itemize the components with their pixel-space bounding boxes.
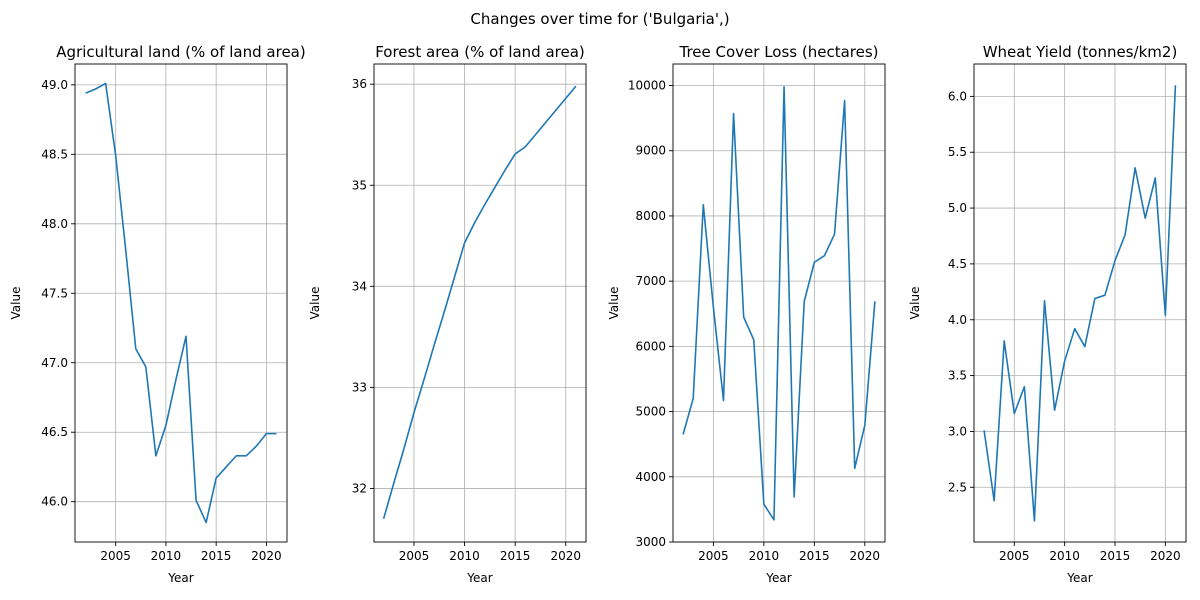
subplot-title: Forest area (% of land area) xyxy=(375,43,585,61)
x-tick-label: 2010 xyxy=(749,549,780,563)
figure-suptitle: Changes over time for ('Bulgaria',) xyxy=(470,10,729,28)
x-tick-label: 2010 xyxy=(151,549,182,563)
subplot-title: Wheat Yield (tonnes/km2) xyxy=(983,43,1178,61)
x-tick-label: 2020 xyxy=(1150,549,1181,563)
y-tick-label: 35 xyxy=(352,178,367,192)
y-tick-label: 3000 xyxy=(635,535,666,549)
y-tick-label: 5.5 xyxy=(948,145,967,159)
y-tick-label: 6000 xyxy=(635,339,666,353)
x-tick-label: 2010 xyxy=(1049,549,1080,563)
y-tick-label: 36 xyxy=(352,77,367,91)
y-tick-label: 4000 xyxy=(635,470,666,484)
y-tick-label: 8000 xyxy=(635,209,666,223)
series-line xyxy=(983,85,1177,522)
y-tick-label: 3.0 xyxy=(948,424,967,438)
y-axis-label: Value xyxy=(308,287,322,320)
subplot-wheat-yield: 2005 2010 2015 2020 2.5 3.0 3.5 4.0 4.5 5.0 5.5 6.0… xyxy=(908,43,1187,585)
x-tick-label: 2020 xyxy=(850,549,881,563)
y-tick-label: 5.0 xyxy=(948,201,967,215)
y-tick-label: 32 xyxy=(352,481,367,495)
x-tick-label: 2015 xyxy=(799,549,830,563)
y-tick-label: 48.5 xyxy=(41,147,68,161)
y-tick-label: 47.0 xyxy=(41,356,68,370)
y-tick-label: 10000 xyxy=(628,79,666,93)
x-tick-label: 2005 xyxy=(698,549,729,563)
y-tick-label: 34 xyxy=(352,279,367,293)
x-tick-label: 2005 xyxy=(399,549,430,563)
series-line xyxy=(382,85,577,519)
y-tick-label: 4.0 xyxy=(948,313,967,327)
series-line xyxy=(85,82,277,524)
y-tick-label: 3.5 xyxy=(948,369,967,383)
x-axis-label: Year xyxy=(1066,571,1092,585)
x-tick-label: 2005 xyxy=(100,549,131,563)
x-tick-label: 2015 xyxy=(201,549,232,563)
y-tick-label: 33 xyxy=(352,380,367,394)
axes-frame xyxy=(973,63,1187,543)
y-tick-label: 2.5 xyxy=(948,480,967,494)
x-axis-label: Year xyxy=(765,571,791,585)
axes-frame xyxy=(373,63,587,543)
y-tick-label: 4.5 xyxy=(948,257,967,271)
y-tick-label: 9000 xyxy=(635,144,666,158)
series-line xyxy=(682,86,876,521)
y-tick-label: 46.0 xyxy=(41,495,68,509)
y-axis-label: Value xyxy=(9,287,23,320)
subplot-agricultural-land: 2005 2010 2015 2020 46.0 46.5 47.0 47.5 48.0 48.5… xyxy=(9,43,306,585)
y-tick-label: 7000 xyxy=(635,274,666,288)
y-axis-label: Value xyxy=(908,287,922,320)
x-tick-label: 2005 xyxy=(999,549,1030,563)
y-tick-label: 6.0 xyxy=(948,89,967,103)
y-tick-label: 49.0 xyxy=(41,78,68,92)
subplot-tree-cover-loss: 2005 2010 2015 2020 3000 4000 5000 6000 7000 8000… xyxy=(607,43,886,585)
y-tick-label: 46.5 xyxy=(41,425,68,439)
x-axis-label: Year xyxy=(167,571,193,585)
y-tick-label: 48.0 xyxy=(41,217,68,231)
x-tick-label: 2020 xyxy=(550,549,581,563)
x-axis-label: Year xyxy=(466,571,492,585)
axes-frame xyxy=(672,63,886,543)
y-tick-label: 5000 xyxy=(635,405,666,419)
x-tick-label: 2015 xyxy=(1100,549,1131,563)
axes-frame xyxy=(74,63,288,543)
y-tick-label: 47.5 xyxy=(41,286,68,300)
y-axis-label: Value xyxy=(607,287,621,320)
x-tick-label: 2020 xyxy=(251,549,282,563)
subplot-forest-area: 2005 2010 2015 2020 32 33 34 35 36 Forest area (%… xyxy=(308,43,587,585)
x-tick-label: 2015 xyxy=(500,549,531,563)
subplot-title: Agricultural land (% of land area) xyxy=(56,43,305,61)
x-tick-label: 2010 xyxy=(449,549,480,563)
subplot-title: Tree Cover Loss (hectares) xyxy=(678,43,878,61)
